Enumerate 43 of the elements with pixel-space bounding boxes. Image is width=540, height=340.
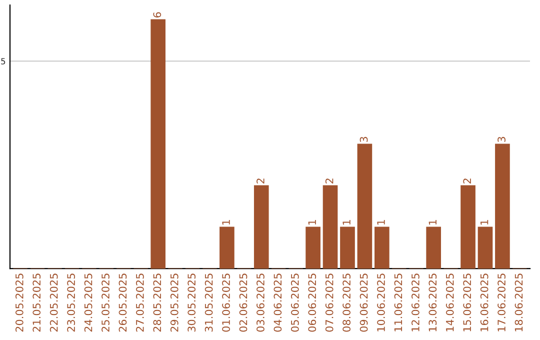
x-tick-label: 09.06.2025 — [360, 274, 368, 332]
x-tick-label: 03.06.2025 — [256, 274, 264, 332]
x-tick-label: 21.05.2025 — [32, 274, 41, 332]
x-tick-label: 26.05.2025 — [118, 274, 127, 332]
data-label: 3 — [498, 136, 506, 142]
data-label: 6 — [153, 12, 162, 18]
data-label: 3 — [360, 136, 368, 142]
x-tick-label: 17.06.2025 — [498, 274, 506, 332]
x-tick-label: 13.06.2025 — [428, 274, 437, 332]
x-tick-label: 04.06.2025 — [274, 274, 282, 332]
x-tick-label: 24.05.2025 — [84, 274, 92, 332]
data-label: 1 — [377, 220, 385, 225]
data-label: 1 — [428, 220, 436, 225]
x-tick-label: 18.06.2025 — [514, 274, 523, 332]
x-tick-label: 27.05.2025 — [136, 274, 144, 332]
x-tick-label: 23.05.2025 — [67, 274, 75, 332]
x-tick-label: 12.06.2025 — [412, 274, 420, 332]
x-tick-label: 29.05.2025 — [170, 274, 178, 332]
x-tick-label: 16.06.2025 — [480, 274, 488, 332]
data-label: 2 — [325, 178, 334, 184]
x-tick-label: 30.05.2025 — [188, 274, 196, 332]
x-tick-label: 08.06.2025 — [342, 274, 351, 332]
x-tick-label: 02.06.2025 — [239, 274, 248, 332]
x-tick-label: 28.05.2025 — [153, 274, 162, 332]
x-tick-label: 07.06.2025 — [325, 274, 334, 332]
x-tick-label: 31.05.2025 — [204, 274, 213, 332]
x-tick-label: 25.05.2025 — [102, 274, 110, 332]
data-label: 1 — [480, 220, 488, 225]
x-tick-label: 11.06.2025 — [394, 274, 402, 332]
x-tick-label: 14.06.2025 — [446, 274, 454, 332]
x-tick-label: 01.06.2025 — [222, 274, 230, 332]
y-tick-label: 5 — [1, 58, 6, 64]
data-label: 2 — [463, 178, 471, 184]
data-label: 1 — [222, 220, 230, 225]
x-tick-label: 06.06.2025 — [308, 274, 316, 332]
data-label: 1 — [342, 220, 350, 225]
x-tick-label: 15.06.2025 — [463, 274, 472, 332]
data-label: 2 — [256, 178, 264, 184]
x-tick-label: 22.05.2025 — [50, 274, 58, 332]
x-tick-label: 05.06.2025 — [290, 274, 299, 332]
x-tick-label: 10.06.2025 — [377, 274, 385, 332]
data-label: 1 — [308, 220, 316, 225]
x-tick-label: 20.05.2025 — [15, 274, 24, 332]
